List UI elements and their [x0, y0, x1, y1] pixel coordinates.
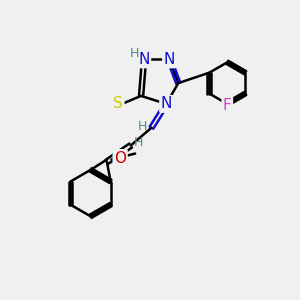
Text: S: S — [113, 96, 123, 111]
Text: H: H — [134, 136, 143, 149]
Text: H: H — [111, 152, 121, 165]
Text: N: N — [138, 52, 150, 67]
Text: F: F — [223, 98, 232, 113]
Text: N: N — [161, 96, 172, 111]
Text: O: O — [114, 151, 126, 166]
Text: N: N — [164, 52, 175, 67]
Text: H: H — [138, 120, 147, 133]
Text: H: H — [130, 47, 139, 61]
